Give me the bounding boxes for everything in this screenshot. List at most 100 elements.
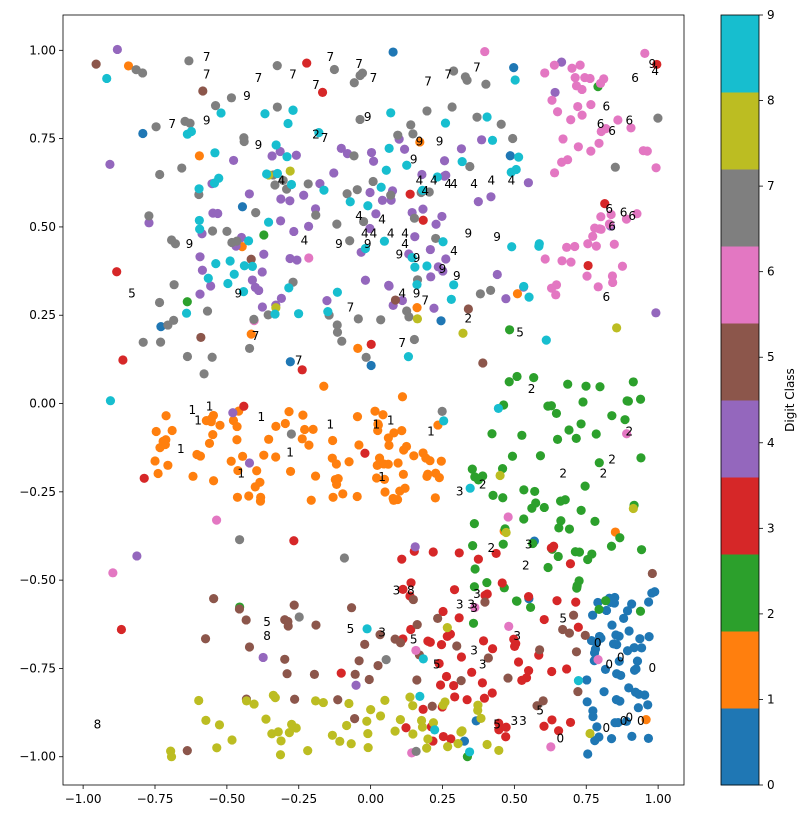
scatter-point — [293, 309, 304, 319]
scatter-point — [395, 715, 405, 725]
scatter-point — [608, 277, 618, 288]
digit-annotation: 0 — [557, 732, 565, 746]
scatter-point — [512, 371, 522, 382]
colorbar-segment — [721, 708, 759, 786]
scatter-point — [412, 314, 423, 324]
digit-annotation: 5 — [536, 703, 544, 717]
scatter-point — [360, 275, 371, 285]
scatter-point — [555, 496, 566, 506]
scatter-point — [395, 486, 405, 496]
digit-annotation: 2 — [479, 477, 487, 491]
scatter-point — [284, 406, 294, 417]
scatter-point — [232, 492, 243, 502]
scatter-point — [415, 137, 425, 147]
scatter-point — [210, 100, 221, 111]
y-tick-label: 0.25 — [29, 308, 56, 322]
scatter-point — [601, 605, 612, 616]
scatter-point — [225, 256, 235, 266]
scatter-point — [591, 241, 601, 251]
scatter-point — [523, 592, 534, 602]
colorbar-tick-label: 3 — [767, 521, 775, 535]
scatter-point — [547, 715, 557, 725]
digit-annotation: 9 — [235, 287, 243, 301]
scatter-point — [252, 466, 262, 476]
scatter-point — [443, 742, 453, 752]
digit-annotation: 2 — [488, 541, 496, 555]
digit-annotation: 5 — [559, 612, 567, 626]
digit-annotation: 5 — [128, 287, 136, 301]
digit-annotation: 4 — [370, 227, 378, 241]
scatter-point — [407, 253, 417, 263]
colorbar-tick-label: 4 — [767, 436, 775, 450]
scatter-point — [286, 429, 296, 439]
scatter-point — [513, 657, 524, 667]
scatter-point — [244, 642, 255, 652]
scatter-point — [390, 726, 400, 736]
scatter-point — [408, 729, 418, 739]
scatter-point — [513, 152, 524, 162]
scatter-point — [622, 606, 633, 616]
colorbar-segment — [721, 15, 759, 93]
scatter-point — [363, 742, 373, 753]
digit-annotation: 9 — [364, 237, 372, 251]
scatter-point — [306, 495, 316, 505]
scatter-point — [494, 745, 504, 756]
scatter-point — [398, 584, 408, 594]
scatter-point — [365, 223, 375, 234]
scatter-point — [449, 66, 459, 76]
scatter-point — [567, 63, 577, 73]
digit-annotation: 1 — [258, 410, 266, 424]
scatter-point — [384, 281, 394, 291]
scatter-point — [102, 73, 112, 84]
scatter-point — [329, 64, 339, 75]
scatter-point — [123, 61, 134, 71]
digit-annotation: 7 — [312, 78, 320, 92]
scatter-point — [643, 733, 654, 743]
scatter-point — [216, 108, 226, 118]
scatter-point — [390, 295, 401, 305]
y-tick-label: 1.00 — [29, 43, 56, 57]
digit-annotation: 6 — [626, 113, 634, 127]
scatter-point — [497, 578, 507, 588]
scatter-point — [468, 541, 478, 551]
scatter-point — [479, 693, 490, 703]
scatter-point — [534, 239, 544, 249]
scatter-point — [423, 734, 433, 744]
scatter-point — [280, 654, 290, 664]
scatter-point — [201, 715, 211, 725]
scatter-point — [289, 600, 299, 610]
scatter-point — [422, 261, 432, 271]
scatter-point — [641, 715, 651, 725]
scatter-point — [105, 159, 115, 170]
scatter-point — [475, 289, 485, 299]
scatter-point — [507, 242, 517, 252]
digit-annotation: 6 — [603, 99, 611, 113]
scatter-point — [333, 695, 343, 705]
digit-annotation: 2 — [465, 311, 473, 325]
scatter-point — [418, 654, 428, 664]
scatter-point — [615, 696, 625, 706]
scatter-point — [622, 429, 632, 439]
scatter-point — [527, 503, 537, 513]
scatter-point — [328, 492, 338, 502]
scatter-point — [491, 548, 501, 559]
scatter-point — [442, 622, 452, 633]
scatter-point — [342, 720, 352, 731]
scatter-point — [226, 456, 236, 466]
x-tick-label: 0.50 — [501, 792, 528, 806]
scatter-point — [635, 634, 645, 644]
scatter-point — [303, 179, 313, 189]
digit-annotation: 3 — [393, 583, 401, 597]
scatter-point — [511, 596, 522, 606]
scatter-point — [606, 541, 617, 551]
digit-annotation: 4 — [450, 177, 458, 191]
scatter-point — [485, 285, 496, 295]
scatter-point — [304, 440, 314, 450]
scatter-point — [401, 723, 411, 733]
scatter-point — [434, 658, 444, 669]
colorbar-tick-label: 6 — [767, 265, 775, 279]
scatter-point — [144, 211, 154, 221]
scatter-point — [469, 519, 479, 529]
scatter-point — [258, 652, 268, 663]
scatter-point — [447, 102, 457, 112]
